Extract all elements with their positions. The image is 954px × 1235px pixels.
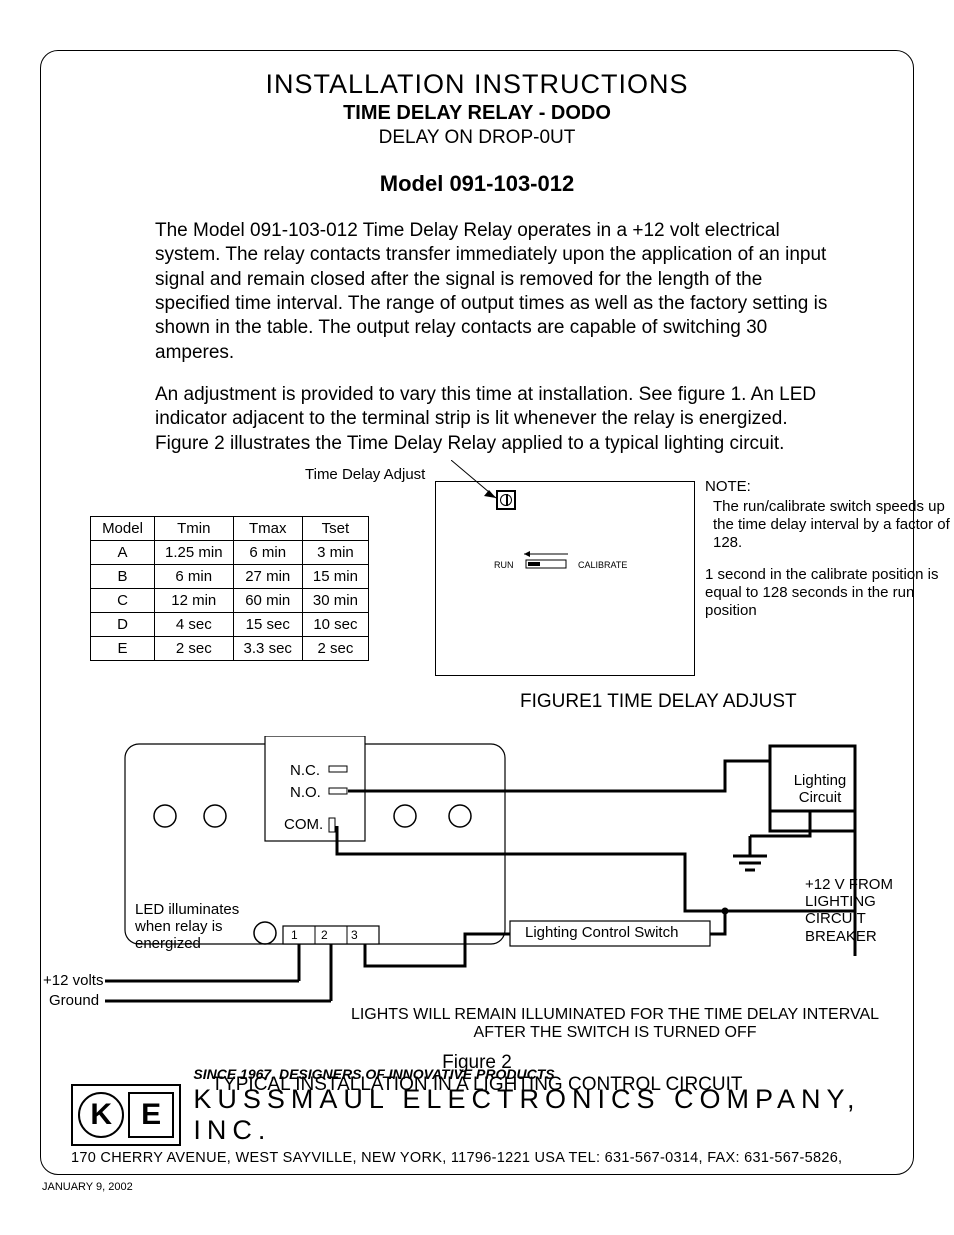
doc-date: JANUARY 9, 2002 — [42, 1181, 133, 1193]
com-label: COM. — [284, 816, 323, 833]
table-header-row: Model Tmin Tmax Tset — [91, 516, 369, 540]
cell: 1.25 min — [155, 540, 234, 564]
cell: 2 sec — [155, 636, 234, 660]
adjust-screw-icon — [496, 490, 516, 510]
run-label: RUN — [494, 560, 514, 570]
figure1-box: RUN CALIBRATE — [435, 481, 695, 676]
model-number: Model 091-103-012 — [65, 171, 889, 197]
time-delay-adjust-label: Time Delay Adjust — [305, 466, 425, 483]
run-calibrate-switch-icon — [516, 550, 576, 570]
note-line1: The run/calibrate switch speeds up the t… — [705, 498, 954, 552]
cell: 6 min — [155, 564, 234, 588]
document-frame: INSTALLATION INSTRUCTIONS TIME DELAY REL… — [40, 50, 914, 1175]
led-note: LED illuminates when relay is energized — [135, 901, 255, 953]
cell: B — [91, 564, 155, 588]
note-block: NOTE: The run/calibrate switch speeds up… — [705, 478, 954, 622]
table-row: A 1.25 min 6 min 3 min — [91, 540, 369, 564]
leader-arrow-icon — [451, 460, 501, 505]
figure1-caption: FIGURE1 TIME DELAY ADJUST — [520, 691, 797, 713]
col-tmin: Tmin — [155, 516, 234, 540]
tagline: SINCE 1967, DESIGNERS OF INNOVATIVE PROD… — [193, 1066, 889, 1082]
lighting-switch-label: Lighting Control Switch — [525, 924, 678, 941]
cell: A — [91, 540, 155, 564]
col-tmax: Tmax — [233, 516, 302, 540]
company-name: KUSSMAUL ELECTRONICS COMPANY, INC. — [193, 1084, 889, 1146]
paragraph-1: The Model 091-103-012 Time Delay Relay o… — [155, 219, 829, 365]
cell: 3 min — [302, 540, 368, 564]
doc-subtitle: TIME DELAY RELAY - DODO — [65, 102, 889, 125]
cell: 30 min — [302, 588, 368, 612]
doc-subtitle2: DELAY ON DROP-0UT — [65, 127, 889, 149]
table-row: B 6 min 27 min 15 min — [91, 564, 369, 588]
ground-label: Ground — [49, 992, 99, 1009]
cell: 60 min — [233, 588, 302, 612]
company-logo: K E — [71, 1084, 181, 1146]
note-line2: 1 second in the calibrate position is eq… — [705, 566, 954, 620]
doc-title: INSTALLATION INSTRUCTIONS — [65, 69, 889, 100]
table-row: C 12 min 60 min 30 min — [91, 588, 369, 612]
cell: 4 sec — [155, 612, 234, 636]
calibrate-label: CALIBRATE — [578, 560, 627, 570]
header-block: INSTALLATION INSTRUCTIONS TIME DELAY REL… — [65, 69, 889, 197]
terminal-numbers: 1 2 3 — [291, 928, 368, 942]
figure2-schematic — [65, 736, 895, 1006]
cell: E — [91, 636, 155, 660]
note-heading: NOTE: — [705, 478, 954, 496]
cell: 27 min — [233, 564, 302, 588]
col-model: Model — [91, 516, 155, 540]
timing-table: Model Tmin Tmax Tset A 1.25 min 6 min 3 … — [90, 516, 369, 661]
col-tset: Tset — [302, 516, 368, 540]
no-label: N.O. — [290, 784, 321, 801]
table-row: D 4 sec 15 sec 10 sec — [91, 612, 369, 636]
cell: 10 sec — [302, 612, 368, 636]
cell: 3.3 sec — [233, 636, 302, 660]
paragraph-2: An adjustment is provided to vary this t… — [155, 383, 829, 456]
v12-label: +12 volts — [43, 972, 103, 989]
delay-note: LIGHTS WILL REMAIN ILLUMINATED FOR THE T… — [335, 1006, 895, 1042]
nc-label: N.C. — [290, 762, 320, 779]
company-address: 170 CHERRY AVENUE, WEST SAYVILLE, NEW YO… — [71, 1150, 889, 1166]
table-row: E 2 sec 3.3 sec 2 sec — [91, 636, 369, 660]
breaker-label: +12 V FROM LIGHTING CIRCUIT BREAKER — [805, 876, 900, 945]
footer: K E SINCE 1967, DESIGNERS OF INNOVATIVE … — [71, 1066, 889, 1166]
cell: D — [91, 612, 155, 636]
cell: 15 sec — [233, 612, 302, 636]
cell: 15 min — [302, 564, 368, 588]
mid-section: Time Delay Adjust Model Tmin Tmax Tset A… — [65, 466, 889, 726]
lighting-circuit-label: Lighting Circuit — [785, 772, 855, 807]
cell: 12 min — [155, 588, 234, 612]
cell: 2 sec — [302, 636, 368, 660]
cell: 6 min — [233, 540, 302, 564]
cell: C — [91, 588, 155, 612]
figure2-wrap: N.C. N.O. COM. LED illuminates when rela… — [65, 736, 889, 1096]
logo-k-icon: K — [78, 1092, 124, 1138]
logo-e-icon: E — [128, 1092, 174, 1138]
